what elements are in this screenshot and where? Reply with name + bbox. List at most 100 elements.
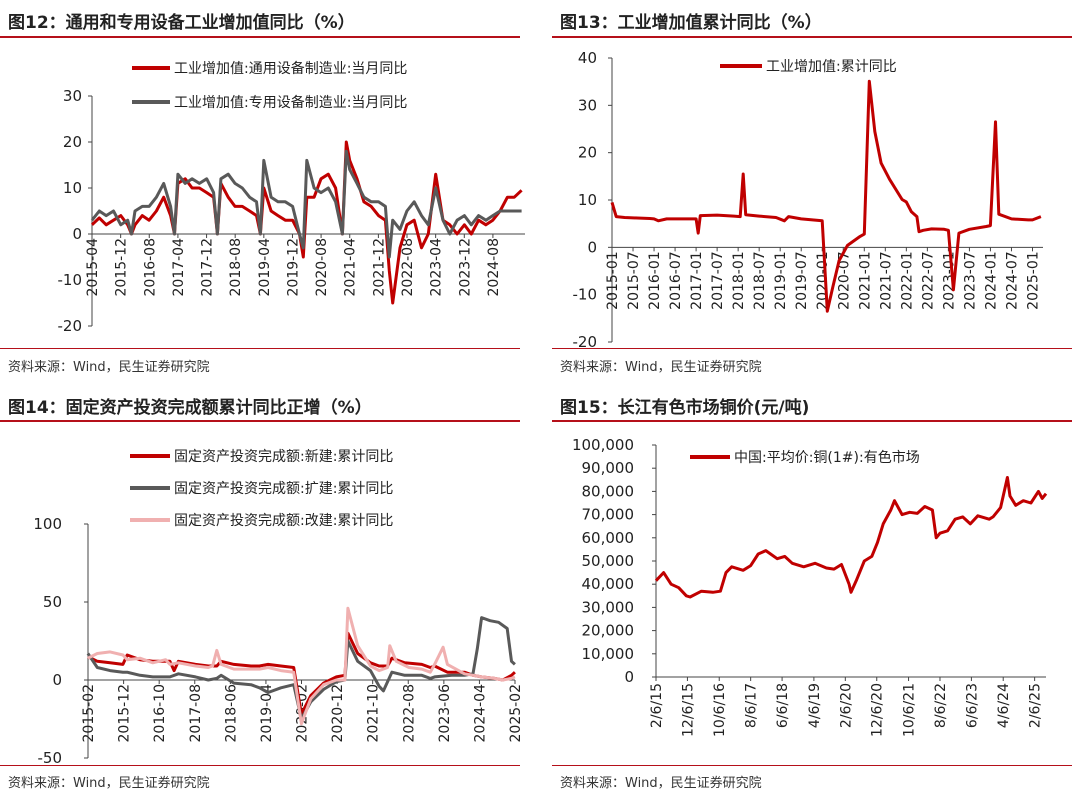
- x-tick-label: 2025-01: [1025, 251, 1041, 309]
- y-tick-label: 20: [63, 133, 82, 151]
- x-tick-label: 2/6/25: [1028, 683, 1044, 728]
- x-tick-label: 2016-01: [647, 251, 663, 309]
- series-line: [610, 79, 1042, 313]
- y-tick-label: 10: [63, 179, 82, 197]
- x-tick-label: 2017-07: [710, 251, 726, 309]
- x-tick-label: 2019-12: [285, 238, 301, 297]
- line-chart: 30 20 10 0 -10 -20 2015-04 2015-12 2016-08 2017-0…: [58, 60, 525, 335]
- chart-panel-copper-price: 图15：长江有色市场铜价(元/吨) 100,000 90,000 80,000 70,…: [552, 390, 1072, 801]
- x-tick-label: 8/6/17: [744, 683, 760, 728]
- chart-panel-general-special-equipment: 图12：通用和专用设备工业增加值同比（%） 30 20 10 0 -10 -20 2015-…: [0, 0, 525, 390]
- x-tick-label: 2016-07: [668, 251, 684, 309]
- x-tick-label: 2016-08: [142, 238, 158, 297]
- y-tick-label: 20,000: [582, 622, 635, 640]
- x-tick-label: 2022-08: [401, 684, 417, 743]
- x-tick-label: 2022-08: [400, 238, 416, 297]
- x-tick-label: 2019-07: [794, 251, 810, 309]
- x-tick-label: 10/6/16: [712, 683, 728, 737]
- x-tick-label: 2018-07: [752, 251, 768, 309]
- x-tick-label: 2015-12: [117, 684, 133, 743]
- y-tick-label: 0: [72, 225, 82, 243]
- source-rule: [552, 765, 1072, 766]
- y-tick-label: 10: [578, 191, 597, 209]
- x-tick-label: 2020-08: [314, 238, 330, 297]
- y-tick-label: -50: [38, 749, 63, 767]
- legend-label: 固定资产投资完成额:改建:累计同比: [174, 513, 393, 529]
- x-tick-label: 2017-01: [689, 251, 705, 309]
- x-tick-label: 2020-07: [836, 251, 852, 309]
- y-tick-label: 60,000: [582, 529, 635, 547]
- x-tick-label: 2021-04: [343, 238, 359, 297]
- y-tick-label: 40,000: [582, 575, 635, 593]
- y-tick-label: 80,000: [582, 482, 635, 500]
- chart-panel-fixed-asset-investment: 图14：固定资产投资完成额累计同比正增（%） 100 50 0 -50 2015-02 2…: [0, 390, 524, 801]
- x-tick-label: 2015-07: [626, 251, 642, 309]
- x-tick-label: 2017-08: [188, 684, 204, 743]
- title-rule: [0, 36, 520, 38]
- x-tick-label: 2015-02: [81, 684, 97, 743]
- chart-title: 图14：固定资产投资完成额累计同比正增（%）: [8, 398, 372, 418]
- x-tick-label: 6/6/23: [964, 683, 980, 728]
- x-tick-label: 12/6/20: [870, 683, 886, 737]
- x-tick-label: 2023-07: [962, 251, 978, 309]
- series-line: [87, 606, 516, 726]
- legend-label: 工业增加值:通用设备制造业:当月同比: [174, 60, 407, 77]
- x-tick-label: 2023-06: [437, 684, 453, 743]
- source-note: 资料来源：Wind，民生证券研究院: [8, 776, 210, 791]
- chart-title: 图13：工业增加值累计同比（%）: [560, 13, 822, 33]
- legend-label: 固定资产投资完成额:扩建:累计同比: [174, 481, 393, 497]
- x-tick-label: 10/6/21: [902, 683, 918, 737]
- x-tick-label: 2017-04: [171, 238, 187, 297]
- y-tick-label: 70,000: [582, 506, 635, 524]
- y-tick-label: -20: [573, 333, 598, 351]
- y-tick-label: 50: [43, 593, 62, 611]
- series-line: [90, 149, 522, 259]
- source-note: 资料来源：Wind，民生证券研究院: [560, 776, 762, 791]
- x-tick-label: 2020-12: [330, 684, 346, 743]
- legend-label: 中国:平均价:铜(1#):有色市场: [734, 449, 920, 466]
- x-tick-label: 2024-08: [486, 238, 502, 297]
- source-rule: [0, 348, 520, 349]
- title-rule: [552, 36, 1072, 38]
- x-tick-label: 2023-04: [429, 238, 445, 297]
- x-tick-label: 4/6/19: [807, 683, 823, 728]
- x-tick-label: 4/6/24: [996, 683, 1012, 728]
- series-line: [654, 476, 1048, 599]
- x-tick-label: 2019-04: [257, 238, 273, 297]
- title-rule: [0, 420, 520, 422]
- legend-label: 工业增加值:累计同比: [766, 59, 897, 75]
- y-tick-label: 30: [578, 96, 597, 114]
- x-tick-label: 2022-07: [920, 251, 936, 309]
- x-tick-label: 2016-10: [152, 684, 168, 743]
- x-tick-label: 2022-01: [899, 251, 915, 309]
- x-tick-label: 2023-12: [457, 238, 473, 297]
- source-note: 资料来源：Wind，民生证券研究院: [8, 360, 210, 375]
- y-tick-label: -10: [573, 286, 598, 304]
- x-tick-label: 2021-01: [857, 251, 873, 309]
- x-tick-label: 2021-10: [366, 684, 382, 743]
- legend-label: 工业增加值:专用设备制造业:当月同比: [174, 94, 407, 111]
- x-tick-label: 2024-07: [1004, 251, 1020, 309]
- line-chart: 40 30 20 10 0 -10 -20 2015-01 2015-07 2016-01 2016…: [573, 49, 1043, 351]
- x-tick-label: 2019-04: [259, 684, 275, 743]
- x-tick-label: 2021-12: [371, 238, 387, 297]
- y-tick-label: 10,000: [582, 645, 635, 663]
- source-note: 资料来源：Wind，民生证券研究院: [560, 360, 762, 375]
- x-tick-label: 8/6/22: [933, 683, 949, 728]
- x-tick-label: 2024-01: [983, 251, 999, 309]
- x-tick-label: 2015-04: [85, 238, 101, 297]
- legend-label: 固定资产投资完成额:新建:累计同比: [174, 449, 393, 465]
- chart-title: 图12：通用和专用设备工业增加值同比（%）: [8, 13, 355, 33]
- x-tick-label: 2015-12: [114, 238, 130, 297]
- x-tick-label: 12/6/15: [680, 683, 696, 737]
- x-tick-label: 2017-12: [200, 238, 216, 297]
- y-tick-label: 30: [63, 87, 82, 105]
- x-tick-label: 2018-06: [223, 684, 239, 743]
- source-rule: [0, 765, 520, 766]
- x-tick-label: 2018-08: [228, 238, 244, 297]
- line-chart: 100 50 0 -50 2015-02 2015-12 2016-10 2017-08 201…: [33, 449, 524, 767]
- y-tick-label: 30,000: [582, 598, 635, 616]
- x-tick-label: 2024-04: [472, 684, 488, 743]
- x-tick-label: 6/6/18: [775, 683, 791, 728]
- x-tick-label: 2015-01: [605, 251, 621, 309]
